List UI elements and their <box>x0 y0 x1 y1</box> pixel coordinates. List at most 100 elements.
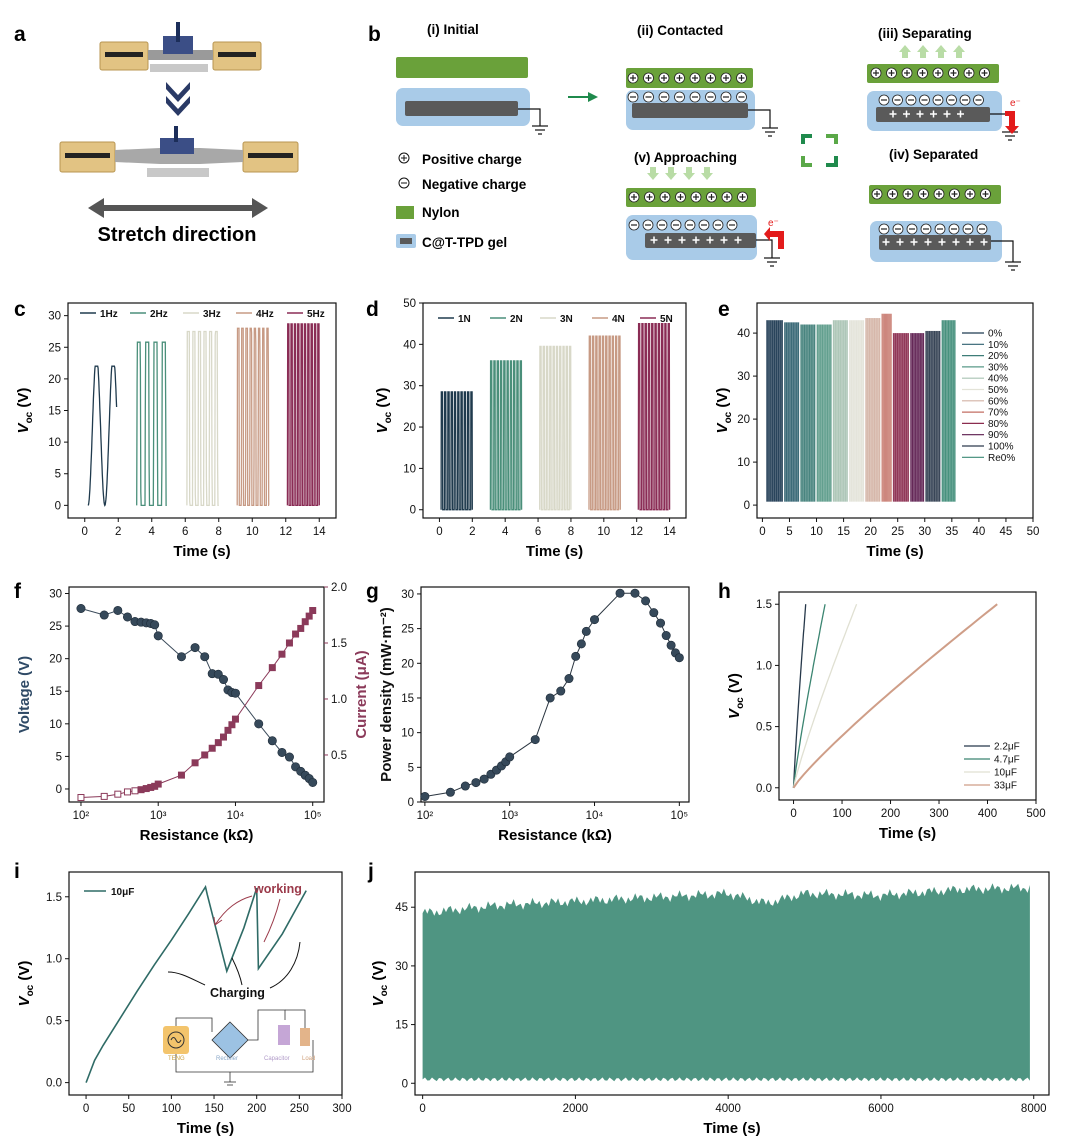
legend-label: 2.2μF <box>994 742 1020 753</box>
current-point <box>214 739 222 747</box>
chart-g: 10² 10³ 10⁴ 10⁵ 0 5 10 15 20 25 30 Resistance (kΩ) P… <box>378 586 690 844</box>
working-annotation: working <box>253 882 302 896</box>
current-point <box>201 751 209 759</box>
legend-label: 60% <box>988 396 1008 407</box>
state-approaching-label: (v) Approaching <box>634 150 737 165</box>
series-band-100pct <box>925 330 941 502</box>
x-tick-label: 0 <box>790 808 796 820</box>
y2-axis-title: Current (μA) <box>353 650 370 738</box>
electron-arrow-icon <box>764 227 784 249</box>
x-tick-label: 10² <box>417 810 434 822</box>
y-tick-label: 5 <box>56 751 62 763</box>
current-point <box>301 618 309 626</box>
x-axis-title: Time (s) <box>173 543 230 560</box>
x-tick-label: 0 <box>419 1103 425 1115</box>
current-point <box>231 715 239 723</box>
voltage-point <box>113 605 123 615</box>
down-chevron-icon <box>166 82 190 116</box>
x-tick-label: 100 <box>832 808 851 820</box>
y-tick-label: 0 <box>408 797 414 809</box>
y-tick-label: 15 <box>401 693 414 705</box>
up-arrow-icon <box>935 45 947 58</box>
y-tick-label: 0 <box>55 500 61 512</box>
x-tick-label: 0 <box>759 526 765 538</box>
right-arrow-icon <box>568 92 598 102</box>
y-tick-label: 5 <box>408 762 414 774</box>
series-line <box>792 604 826 788</box>
y-tick-label: 20 <box>49 654 62 666</box>
panel-label-g: g <box>366 580 379 603</box>
power-point <box>656 618 666 628</box>
y-tick-label: 0 <box>410 505 416 517</box>
current-point <box>191 759 199 767</box>
charging-annotation: Charging <box>210 986 265 1000</box>
y-tick-label: 0.5 <box>756 722 772 734</box>
legend-label: 5Hz <box>307 309 325 320</box>
power-point <box>576 639 586 649</box>
x-tick-label: 300 <box>929 808 948 820</box>
voltage-point <box>230 688 240 698</box>
power-point <box>556 686 566 696</box>
plot-frame <box>420 586 690 803</box>
chart-h: 0 100 200 300 400 500 0.0 0.5 1.0 1.5 Time (s) Voc … <box>726 591 1046 842</box>
chart-d: 0 2 4 6 8 10 12 14 0 10 20 30 40 50 Time (s) Voc (V) 1N 2… <box>374 298 687 560</box>
x-axis-title: Time (s) <box>526 543 583 560</box>
legend-label: 10% <box>988 340 1008 351</box>
x-tick-label: 50 <box>1027 526 1040 538</box>
series-band-50pct <box>849 320 865 502</box>
rectifier-label: Rectifier <box>216 1056 238 1062</box>
series-band-60pct <box>865 318 881 502</box>
state-initial-label: (i) Initial <box>427 22 479 37</box>
power-point <box>530 735 540 745</box>
plot-frame <box>68 871 343 1096</box>
down-arrow-icon <box>683 167 695 180</box>
y-tick-label: 10 <box>737 457 750 469</box>
legend-gel: C@T-TPD gel <box>422 235 507 250</box>
voltage-point <box>76 603 86 613</box>
y-axis-title: Voc (V) <box>370 961 390 1007</box>
power-point <box>571 651 581 661</box>
current-point <box>228 721 236 729</box>
x-axis-title: Time (s) <box>177 1120 234 1137</box>
power-point <box>641 596 651 606</box>
legend-label: 4.7μF <box>994 755 1020 766</box>
panel-label-f: f <box>14 580 22 603</box>
y-tick-label: 10 <box>403 463 416 475</box>
x-tick-label: 4 <box>149 526 156 538</box>
x-tick-label: 4000 <box>715 1103 741 1115</box>
current-point <box>131 787 139 795</box>
x-tick-label: 50 <box>122 1103 135 1115</box>
current-point <box>77 794 85 802</box>
state-separated-label: (iv) Separated <box>889 147 978 162</box>
legend-negative-charge: Negative charge <box>422 177 527 192</box>
y-tick-label: 0.0 <box>756 783 772 795</box>
x-tick-label: 200 <box>247 1103 266 1115</box>
y-tick-label: 0.5 <box>46 1016 62 1028</box>
power-point <box>615 588 625 598</box>
x-tick-label: 10³ <box>501 810 518 822</box>
series-band-10pct <box>784 322 800 502</box>
x-tick-label: 10 <box>810 526 823 538</box>
approaching-device: e⁻ <box>626 167 784 267</box>
x-tick-label: 15 <box>837 526 850 538</box>
device-unstretched-illustration <box>99 22 262 72</box>
current-point <box>285 639 293 647</box>
teng-label: TENG <box>168 1056 185 1062</box>
series-band-30pct <box>816 324 832 502</box>
separated-device <box>869 185 1021 271</box>
legend-label: 20% <box>988 351 1008 362</box>
legend-label: 10μF <box>994 768 1017 779</box>
y-tick-label: 0 <box>402 1078 408 1090</box>
power-point <box>581 626 591 636</box>
legend-label: 33μF <box>994 781 1017 792</box>
power-point <box>479 774 489 784</box>
series-line-1N <box>440 391 473 511</box>
legend-label: 4Hz <box>256 309 274 320</box>
series-line-2Hz <box>136 341 167 507</box>
series-line-5Hz <box>286 323 320 507</box>
x-axis-title: Resistance (kΩ) <box>140 827 254 844</box>
legend-label: 1N <box>458 314 471 325</box>
x-tick-label: 10⁵ <box>304 810 322 822</box>
y-tick-label: 10 <box>48 437 61 449</box>
